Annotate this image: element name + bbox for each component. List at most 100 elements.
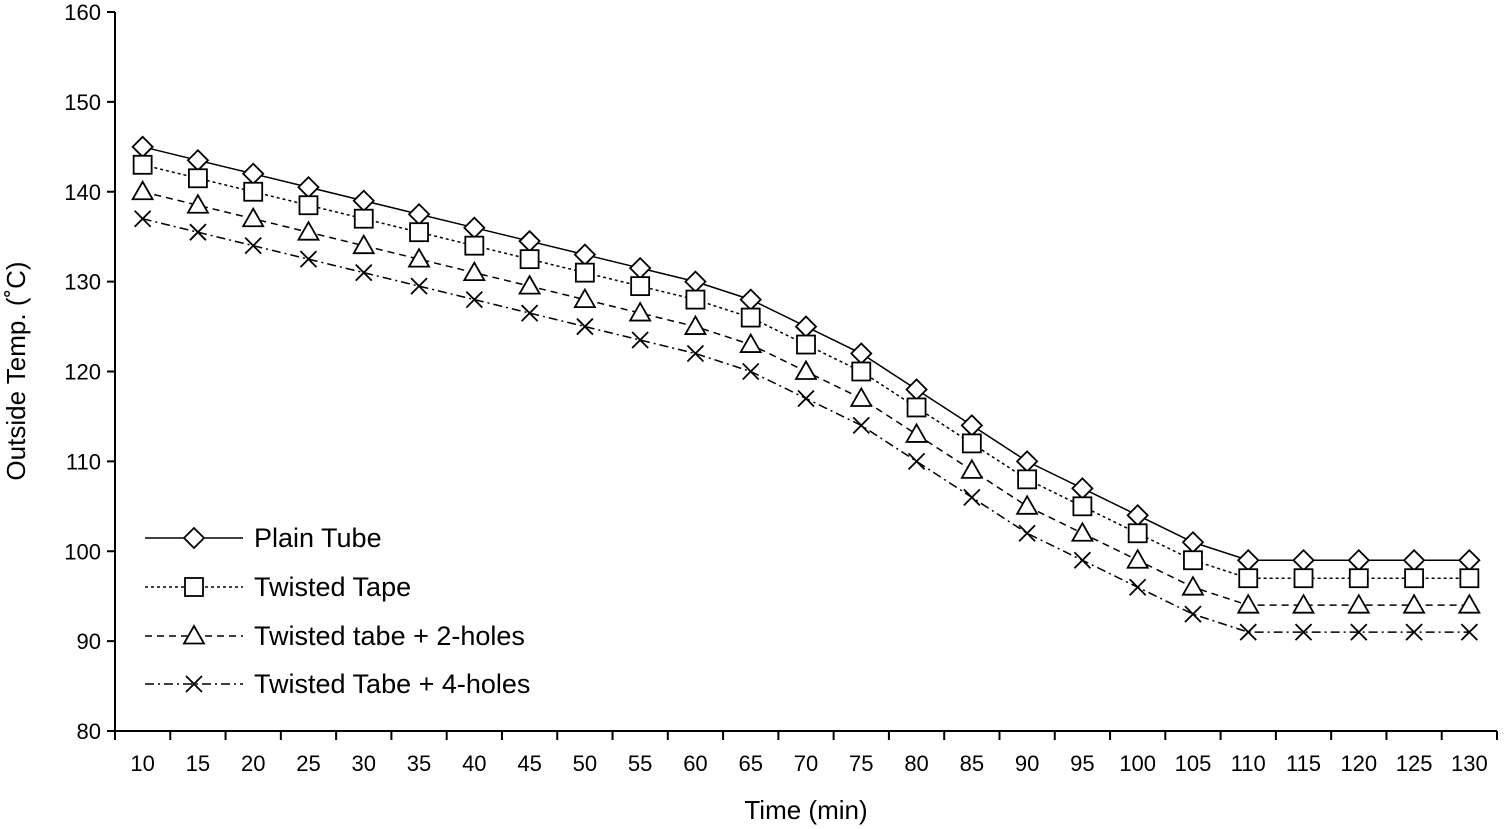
data-point — [740, 307, 761, 328]
legend-marker — [185, 675, 203, 693]
x-tick-label: 45 — [517, 751, 541, 776]
series-line — [142, 217, 1470, 633]
data-point — [299, 250, 318, 268]
data-point — [739, 332, 763, 353]
data-point — [410, 277, 428, 295]
data-point — [742, 362, 760, 381]
y-tick-label: 150 — [64, 90, 101, 115]
data-point — [1293, 568, 1314, 589]
y-axis-title: Outside Temp. (˚C) — [1, 261, 31, 480]
legend-item: Twisted Tabe + 4-holes — [145, 669, 530, 699]
data-point — [186, 193, 210, 214]
data-point — [297, 175, 320, 199]
x-tick-label: 10 — [130, 751, 154, 776]
legend-item: Twisted tabe + 2-holes — [145, 621, 525, 651]
data-point — [576, 317, 594, 336]
x-tick-label: 130 — [1451, 751, 1488, 776]
data-point — [465, 290, 483, 309]
data-point — [519, 249, 540, 270]
data-point — [963, 488, 981, 506]
legend-item: Twisted Tape — [145, 572, 411, 602]
data-point — [1126, 548, 1150, 569]
data-point — [1458, 548, 1481, 572]
legend-label: Twisted tabe + 2-holes — [254, 621, 525, 651]
y-tick-label: 120 — [64, 360, 101, 385]
y-tick-label: 80 — [77, 719, 101, 744]
data-point — [796, 334, 816, 355]
data-point — [739, 288, 762, 311]
data-point — [849, 386, 873, 407]
data-point — [960, 414, 984, 437]
x-tick-label: 100 — [1119, 751, 1156, 776]
x-tick-label: 90 — [1015, 751, 1039, 776]
data-point — [685, 289, 706, 310]
x-tick-label: 105 — [1175, 751, 1212, 776]
data-point — [686, 344, 705, 363]
y-tick-label: 110 — [66, 449, 101, 474]
y-tick-label: 90 — [77, 629, 101, 654]
data-point — [131, 179, 155, 201]
x-tick-label: 25 — [296, 751, 320, 776]
x-tick-label: 60 — [683, 751, 707, 776]
data-point — [1073, 551, 1092, 569]
x-tick-label: 95 — [1070, 751, 1094, 776]
legend-label: Plain Tube — [254, 523, 382, 553]
data-point — [684, 270, 707, 293]
data-point — [1348, 568, 1369, 589]
legend-label: Twisted Tape — [254, 572, 411, 602]
data-point — [355, 264, 373, 282]
data-point — [243, 181, 264, 202]
data-point — [1347, 593, 1371, 614]
data-point — [1291, 593, 1316, 614]
data-point — [186, 149, 210, 172]
data-point — [850, 342, 873, 365]
x-tick-label: 65 — [738, 751, 762, 776]
legend-marker — [182, 624, 206, 645]
series-1 — [131, 135, 1481, 572]
data-point — [407, 247, 431, 268]
axes: 80 90 100 110 120 130 140 150 160 10 15 20 25 30 35 40 4… — [64, 0, 1498, 776]
x-tick-label: 40 — [462, 751, 486, 776]
data-point — [241, 162, 265, 186]
y-tick-label: 160 — [64, 0, 101, 25]
data-point — [1184, 605, 1202, 623]
data-point — [244, 237, 262, 255]
data-point — [961, 433, 982, 454]
data-point — [631, 331, 649, 349]
series-3 — [131, 179, 1481, 614]
x-tick-label: 80 — [904, 751, 928, 776]
data-point — [1238, 568, 1259, 589]
data-point — [960, 458, 984, 479]
data-point — [574, 262, 595, 283]
data-point — [1127, 523, 1148, 544]
data-point — [630, 276, 651, 297]
data-point — [1183, 550, 1203, 571]
data-point — [905, 422, 929, 443]
data-point — [1347, 548, 1371, 572]
data-point — [464, 235, 485, 256]
data-point — [628, 256, 652, 280]
data-point — [1239, 623, 1257, 641]
data-point — [852, 416, 870, 435]
data-point — [1071, 477, 1094, 500]
data-point — [131, 135, 154, 159]
data-point — [573, 243, 597, 266]
data-point — [797, 389, 815, 408]
data-point — [907, 452, 926, 471]
data-point — [905, 378, 928, 401]
data-point — [1405, 623, 1423, 641]
data-point — [683, 314, 707, 335]
data-point — [1015, 494, 1039, 515]
series-layer — [131, 135, 1481, 641]
data-point — [1236, 548, 1260, 572]
data-point — [1070, 521, 1094, 542]
x-tick-label: 55 — [628, 751, 652, 776]
x-tick-label: 70 — [794, 751, 818, 776]
legend-marker — [182, 526, 206, 550]
data-point — [1402, 548, 1426, 572]
x-tick-label: 125 — [1396, 751, 1433, 776]
series-4 — [134, 210, 1478, 641]
data-point — [407, 202, 431, 226]
